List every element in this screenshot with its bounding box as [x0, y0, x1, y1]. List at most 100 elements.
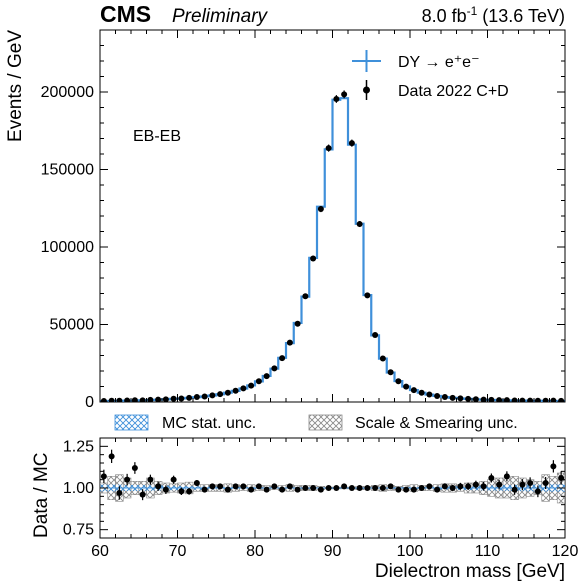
- lumi-base: 8.0 fb: [422, 6, 467, 26]
- legend-main: DY → e⁺e⁻ Data 2022 C+D: [352, 50, 509, 100]
- ratio-point: [240, 483, 247, 490]
- ratio-point: [232, 483, 239, 490]
- ratio-point: [100, 473, 107, 480]
- ratio-point: [317, 486, 324, 493]
- data-point: [294, 320, 301, 327]
- data-point: [379, 355, 386, 362]
- ratio-point: [286, 483, 293, 490]
- data-point: [441, 394, 448, 401]
- data-point: [496, 397, 503, 402]
- ratio-point: [217, 483, 224, 490]
- ratio-point: [403, 486, 410, 493]
- data-point: [395, 378, 402, 385]
- data-point: [279, 355, 286, 362]
- ratio-point: [279, 486, 286, 493]
- data-point: [155, 396, 162, 402]
- data-point: [232, 387, 239, 394]
- x-tick-label: 120: [552, 543, 579, 560]
- ratio-point: [364, 485, 371, 491]
- data-point: [302, 293, 309, 300]
- data-point: [457, 395, 464, 402]
- ratio-point: [271, 483, 278, 490]
- cms-logo: CMS: [100, 1, 151, 27]
- ratio-point: [294, 486, 301, 493]
- ratio-point: [542, 480, 549, 486]
- data-point: [255, 378, 262, 385]
- data-point: [248, 382, 255, 389]
- data-point: [317, 206, 324, 213]
- data-point: [139, 397, 146, 402]
- lumi-label: 8.0 fb-1 (13.6 TeV): [422, 4, 565, 26]
- legend-data-label: Data 2022 C+D: [398, 83, 509, 100]
- data-point: [403, 383, 410, 390]
- data-point: [286, 339, 293, 346]
- data-point: [449, 394, 456, 401]
- lumi-energy: (13.6 TeV): [482, 6, 565, 26]
- ratio-point: [457, 483, 464, 490]
- ratio-point: [147, 476, 154, 483]
- main-y-tick-label: 50000: [50, 317, 95, 334]
- legend-stat-swatch: [114, 414, 149, 431]
- main-axes: 0 50000 100000 150000 200000: [41, 29, 566, 411]
- ratio-point: [209, 483, 216, 490]
- ratio-point: [325, 485, 332, 491]
- data-point: [472, 396, 479, 402]
- data-point: [147, 396, 154, 402]
- data-point: [465, 395, 472, 402]
- ratio-point: [503, 473, 510, 480]
- ratio-point: [379, 485, 386, 491]
- data-point: [426, 391, 433, 398]
- ratio-point: [387, 483, 394, 490]
- data-point: [131, 397, 138, 402]
- lumi-exponent: -1: [467, 4, 478, 18]
- data-point: [178, 395, 185, 402]
- preliminary-label: Preliminary: [172, 6, 269, 27]
- data-point: [201, 393, 208, 400]
- ratio-point: [193, 480, 200, 486]
- legend-syst-label: Scale & Smearing unc.: [355, 415, 518, 432]
- ratio-point: [480, 483, 487, 490]
- ratio-point: [410, 486, 417, 493]
- ratio-point: [496, 481, 503, 488]
- ratio-point: [155, 483, 162, 490]
- ratio-point: [426, 483, 433, 490]
- data-point: [209, 392, 216, 399]
- legend-mc-label: DY → e⁺e⁻: [398, 54, 480, 71]
- data-point: [418, 389, 425, 396]
- ratio-y-tick-label: 1.25: [63, 438, 94, 455]
- x-tick-label: 110: [475, 543, 501, 560]
- ratio-point: [527, 480, 534, 486]
- data-point: [356, 221, 363, 228]
- x-tick-label: 80: [246, 543, 264, 560]
- ratio-point: [550, 463, 557, 470]
- data-point: [162, 396, 169, 402]
- data-point: [224, 389, 231, 396]
- ratio-y-tick-label: 1.00: [63, 480, 94, 497]
- legend-data-marker: [363, 86, 370, 94]
- data-point: [434, 392, 441, 399]
- ratio-y-tick-label: 0.75: [63, 522, 94, 539]
- data-point: [387, 369, 394, 376]
- data-point: [534, 397, 541, 402]
- main-y-axis-label: Events / GeV: [5, 30, 26, 142]
- data-point: [193, 394, 200, 401]
- data-point: [240, 385, 247, 392]
- legend-syst-swatch: [308, 414, 343, 431]
- data-point: [271, 365, 278, 372]
- x-tick-label: 100: [397, 543, 424, 560]
- data-point: [480, 396, 487, 402]
- ratio-axes: 60 70 80 90 100 110 120 0.75 1.00 1.25: [63, 438, 579, 560]
- data-point: [550, 397, 557, 402]
- ratio-point: [418, 485, 425, 491]
- main-y-tick-label: 150000: [41, 162, 94, 179]
- data-point: [124, 397, 131, 402]
- data-point: [100, 398, 107, 402]
- ratio-point: [162, 486, 169, 493]
- main-y-tick-label: 100000: [41, 239, 94, 256]
- ratio-point: [248, 486, 255, 493]
- ratio-point: [372, 485, 379, 491]
- data-point: [108, 397, 115, 402]
- legend-stat-label: MC stat. unc.: [162, 415, 256, 432]
- data-point: [558, 397, 565, 402]
